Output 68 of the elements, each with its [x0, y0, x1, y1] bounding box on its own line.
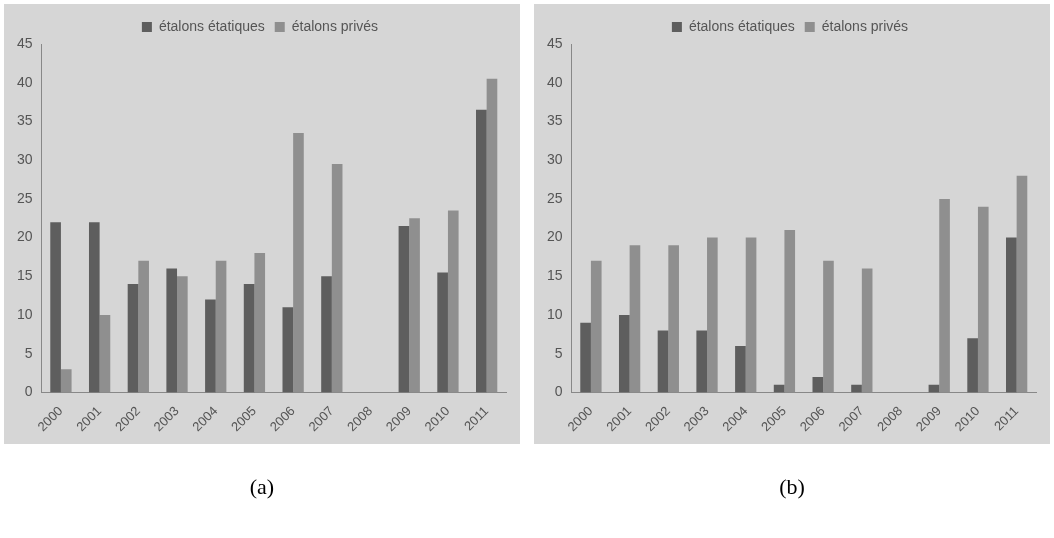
- bar: [409, 218, 420, 393]
- bar: [50, 222, 61, 393]
- y-tick-label: 10: [546, 305, 563, 322]
- bar: [590, 260, 602, 393]
- legend-label: étalons privés: [821, 17, 909, 34]
- legend-label: étalons privés: [291, 17, 379, 34]
- bar: [629, 245, 641, 393]
- bar: [166, 268, 178, 393]
- y-tick-label: 30: [546, 151, 563, 168]
- legend-label: étalons étatiques: [688, 17, 795, 34]
- y-tick-label: 40: [16, 73, 33, 90]
- bar: [967, 338, 978, 393]
- y-tick-label: 5: [24, 344, 33, 361]
- bar: [205, 299, 216, 393]
- bar: [1016, 175, 1028, 393]
- bar: [939, 198, 950, 393]
- bar: [215, 260, 227, 393]
- y-tick-label: 25: [546, 189, 563, 206]
- bar: [138, 260, 149, 393]
- y-tick-label: 25: [16, 189, 33, 206]
- bar: [331, 164, 343, 393]
- bar: [1006, 237, 1017, 393]
- y-tick-label: 0: [24, 383, 33, 400]
- bar: [243, 284, 255, 393]
- bar: [88, 222, 100, 393]
- y-tick-label: 0: [554, 383, 563, 400]
- bar: [447, 210, 459, 393]
- y-tick-label: 10: [16, 305, 33, 322]
- bar: [486, 78, 498, 393]
- bar: [735, 346, 746, 393]
- text: (b): [778, 474, 806, 500]
- bar: [823, 260, 834, 393]
- y-tick-label: 15: [16, 267, 33, 284]
- bar: [127, 284, 139, 393]
- bar: [707, 237, 718, 393]
- y-tick-label: 20: [16, 228, 33, 245]
- bar: [977, 206, 989, 393]
- y-tick-label: 20: [546, 228, 563, 245]
- bar: [696, 330, 708, 393]
- bar: [321, 276, 332, 393]
- text: (a): [248, 474, 276, 500]
- bar: [812, 377, 824, 393]
- bar: [851, 384, 862, 393]
- y-tick-label: 35: [16, 112, 33, 129]
- bar: [861, 268, 873, 393]
- bar: [254, 253, 266, 393]
- bar: [177, 276, 188, 393]
- legend-label: étalons étatiques: [158, 17, 265, 34]
- bar: [580, 322, 591, 393]
- bar: [99, 315, 111, 393]
- bar: [282, 307, 294, 393]
- y-tick-label: 40: [546, 73, 563, 90]
- bar: [476, 109, 487, 393]
- bar: [745, 237, 757, 393]
- y-tick-label: 45: [16, 34, 33, 51]
- y-tick-label: 45: [546, 34, 563, 51]
- bar: [784, 229, 796, 393]
- bar: [293, 133, 304, 393]
- bar: [398, 226, 410, 393]
- y-tick-label: 5: [554, 344, 563, 361]
- bar: [60, 369, 72, 393]
- bar: [668, 245, 679, 393]
- bar: [437, 272, 448, 393]
- y-tick-label: 15: [546, 267, 563, 284]
- bar: [618, 315, 630, 393]
- bar: [657, 330, 669, 393]
- y-tick-label: 35: [546, 112, 563, 129]
- y-tick-label: 30: [16, 151, 33, 168]
